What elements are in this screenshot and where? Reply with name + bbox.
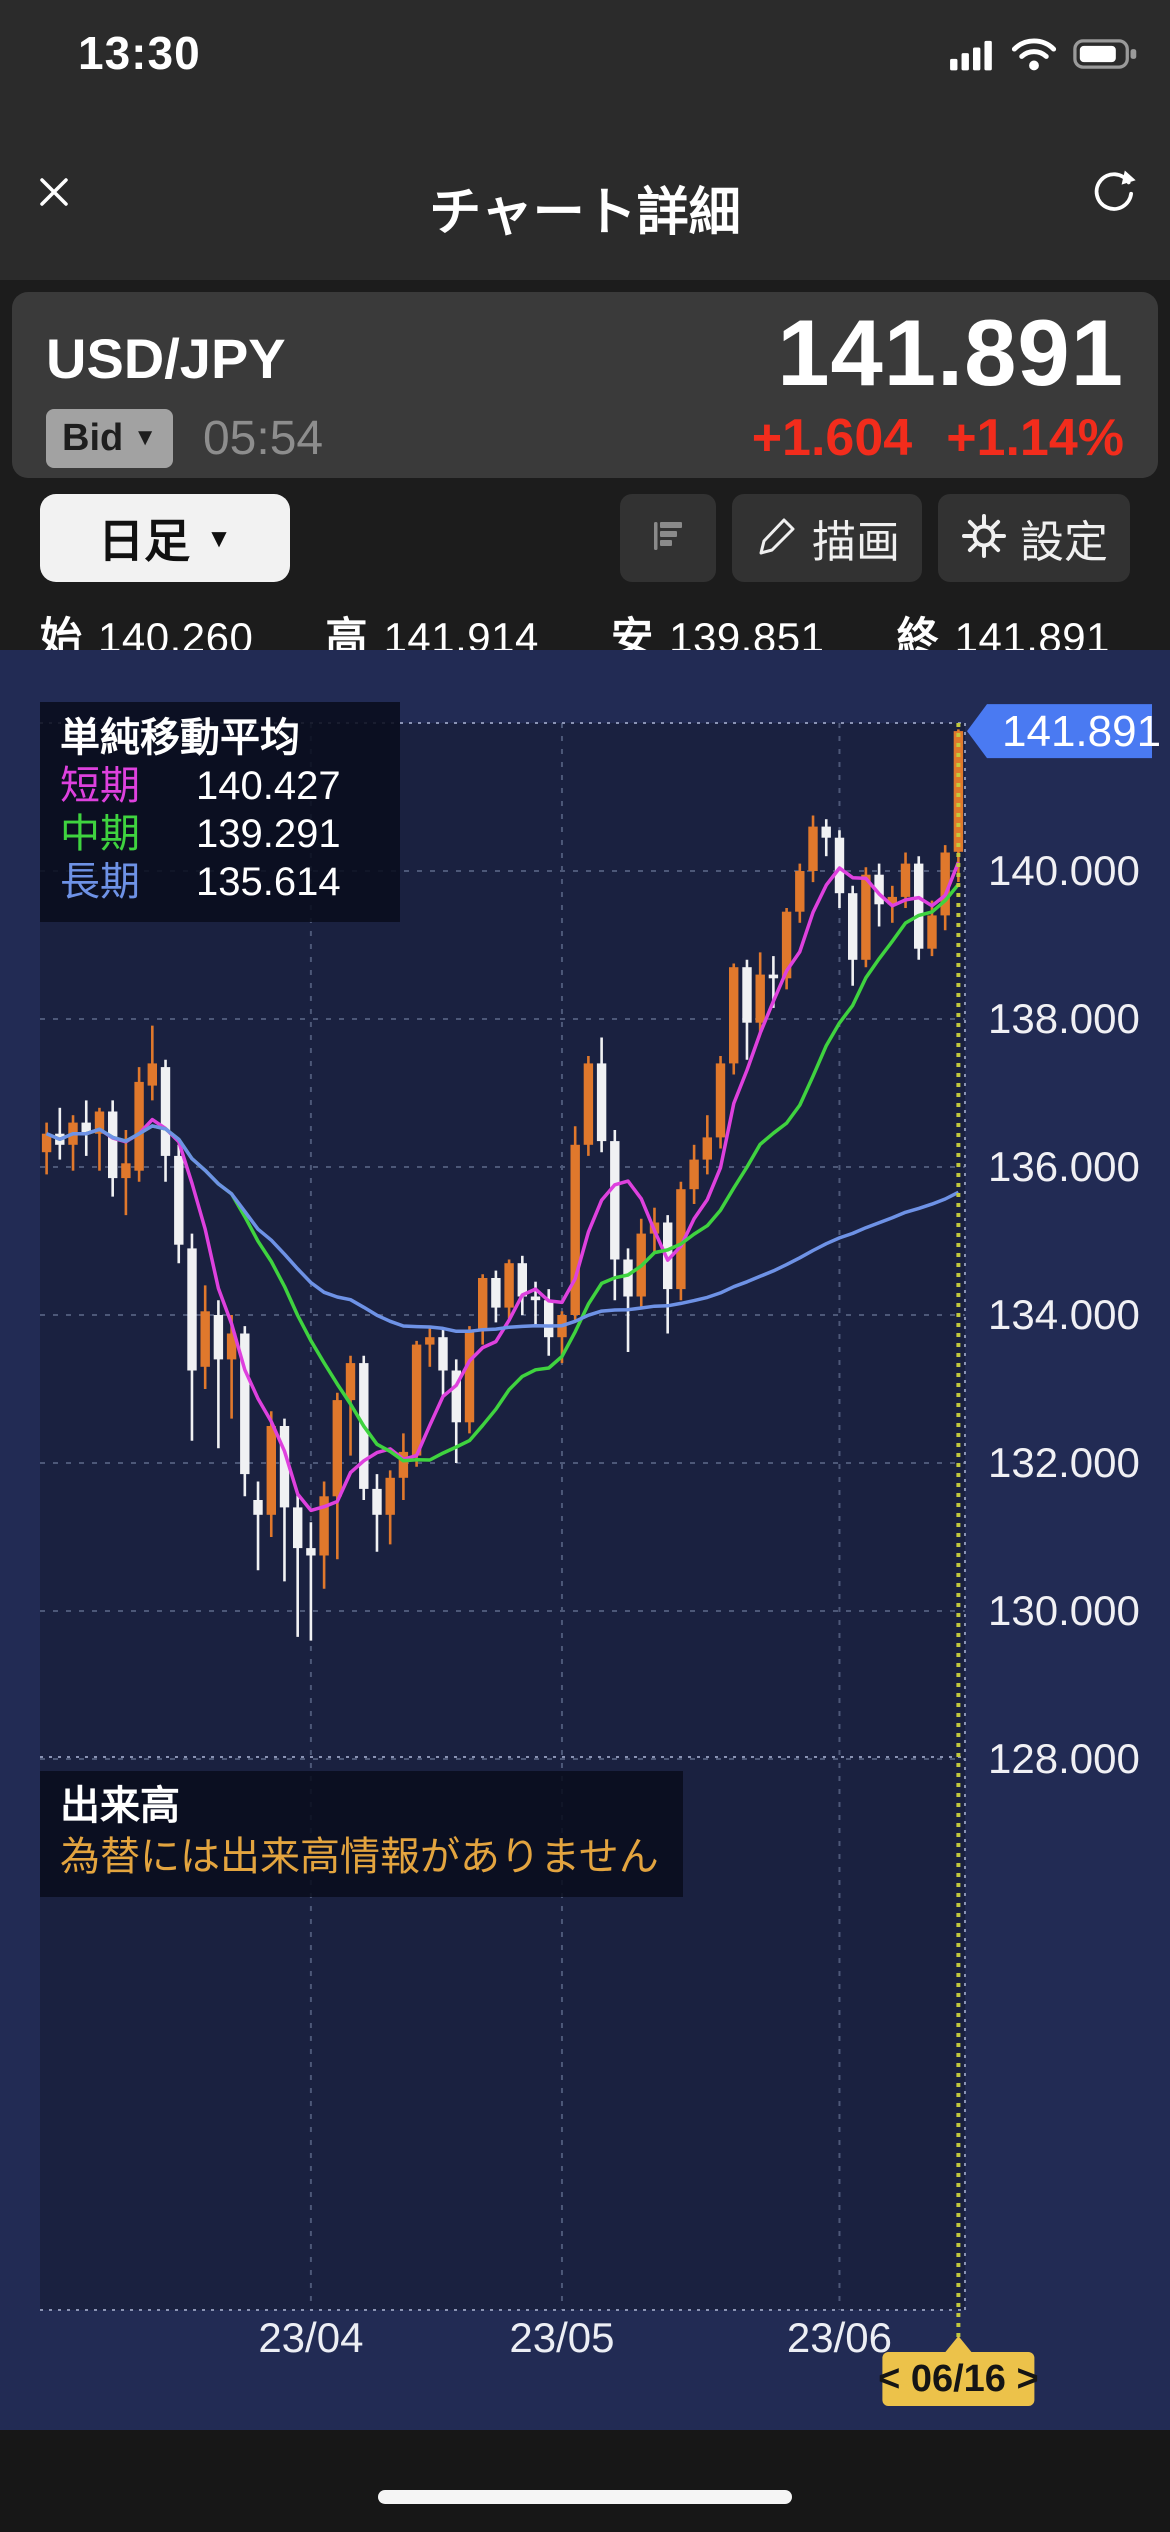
svg-text:141.891: 141.891 (1002, 707, 1161, 756)
currency-pair: USD/JPY (46, 327, 286, 390)
svg-text:< 06/16 >: < 06/16 > (878, 2358, 1039, 2400)
bid-label: Bid (62, 416, 124, 459)
volume-message: 為替には出来高情報がありません (60, 1835, 659, 1879)
volume-title: 出来高 (60, 1784, 180, 1828)
chevron-down-icon: ▼ (206, 522, 232, 553)
close-button[interactable] (26, 166, 82, 222)
pencil-icon (754, 513, 800, 564)
ma-line (45, 1124, 960, 1334)
bars-icon (646, 514, 690, 563)
refresh-icon (1088, 164, 1140, 221)
close-icon (30, 168, 78, 221)
sma-short-value: 140.427 (196, 764, 341, 808)
volume-legend: 出来高 為替には出来高情報がありません (40, 1771, 683, 1897)
quote-time: 05:54 (202, 411, 324, 465)
y-axis-label: 140.000 (988, 847, 1140, 894)
top-chrome: 13:30 (0, 0, 1170, 280)
sma-short-label: 短期 (60, 764, 140, 808)
bottom-bar (0, 2430, 1170, 2532)
bid-ask-selector[interactable]: Bid ▼ (46, 408, 173, 468)
gear-icon (960, 512, 1008, 565)
draw-button[interactable]: 描画 (732, 494, 922, 582)
date-badge[interactable]: < 06/16 > (878, 2336, 1039, 2406)
sma-mid-value: 139.291 (196, 812, 341, 856)
cellular-signal-icon (948, 36, 998, 77)
refresh-button[interactable] (1084, 162, 1144, 222)
sma-legend: 単純移動平均 短期 140.427 中期 139.291 長期 135.614 (40, 702, 400, 922)
quote-panel: USD/JPY 141.891 Bid ▼ 05:54 +1.604 +1.14… (12, 292, 1158, 478)
candlestick-series (41, 729, 964, 1641)
home-indicator[interactable] (378, 2490, 792, 2504)
chart-region: 140.000 138.000 136.000 134.000 132.000 130.0… (0, 650, 1170, 2430)
timeframe-selector[interactable]: 日足 ▼ (40, 494, 290, 582)
sma-long-label: 長期 (60, 860, 140, 904)
price-change: +1.604 (751, 409, 913, 467)
y-axis-label: 132.000 (988, 1439, 1140, 1486)
x-axis-label: 23/06 (787, 2314, 892, 2361)
status-time: 13:30 (78, 27, 201, 79)
last-price-tag: 141.891 (967, 704, 1161, 759)
chevron-down-icon: ▼ (133, 424, 157, 451)
ma-line (45, 861, 961, 1513)
chart-toolbar: 日足 ▼ 描画 (40, 494, 1130, 582)
page-title: チャート詳細 (429, 184, 741, 242)
orderbook-button[interactable] (620, 494, 716, 582)
battery-icon (1070, 36, 1142, 77)
status-icons (948, 36, 1142, 77)
draw-label: 描画 (812, 518, 900, 567)
wifi-icon (1010, 36, 1058, 77)
y-axis-label: 138.000 (988, 995, 1140, 1042)
y-axis-label: 128.000 (988, 1735, 1140, 1782)
candlestick-chart[interactable]: 140.000 138.000 136.000 134.000 132.000 130.0… (0, 650, 1170, 2430)
y-axis-label: 136.000 (988, 1143, 1140, 1190)
sma-mid-label: 中期 (60, 812, 140, 856)
sma-legend-title: 単純移動平均 (60, 716, 300, 760)
current-price: 141.891 (777, 300, 1124, 405)
settings-label: 設定 (1020, 518, 1108, 567)
timeframe-label: 日足 (98, 515, 191, 567)
y-axis-label: 130.000 (988, 1587, 1140, 1634)
price-change-percent: +1.14% (946, 409, 1124, 467)
x-axis-label: 23/04 (258, 2314, 363, 2361)
settings-button[interactable]: 設定 (938, 494, 1130, 582)
y-axis-label: 134.000 (988, 1291, 1140, 1338)
plot-area[interactable] (40, 723, 965, 2310)
sma-long-value: 135.614 (196, 860, 341, 904)
x-axis-label: 23/05 (509, 2314, 614, 2361)
